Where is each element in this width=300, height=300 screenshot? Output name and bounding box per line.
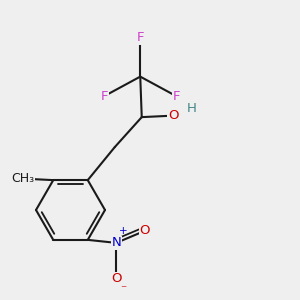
Text: N: N [111, 236, 121, 249]
Text: F: F [136, 31, 144, 44]
Text: O: O [168, 109, 178, 122]
Text: F: F [100, 90, 108, 103]
Text: F: F [172, 90, 180, 103]
Text: H: H [186, 102, 196, 115]
Text: O: O [140, 224, 150, 237]
Text: +: + [119, 226, 128, 236]
Text: CH₃: CH₃ [12, 172, 35, 185]
Text: O: O [111, 272, 122, 285]
Text: ⁻: ⁻ [121, 283, 127, 296]
